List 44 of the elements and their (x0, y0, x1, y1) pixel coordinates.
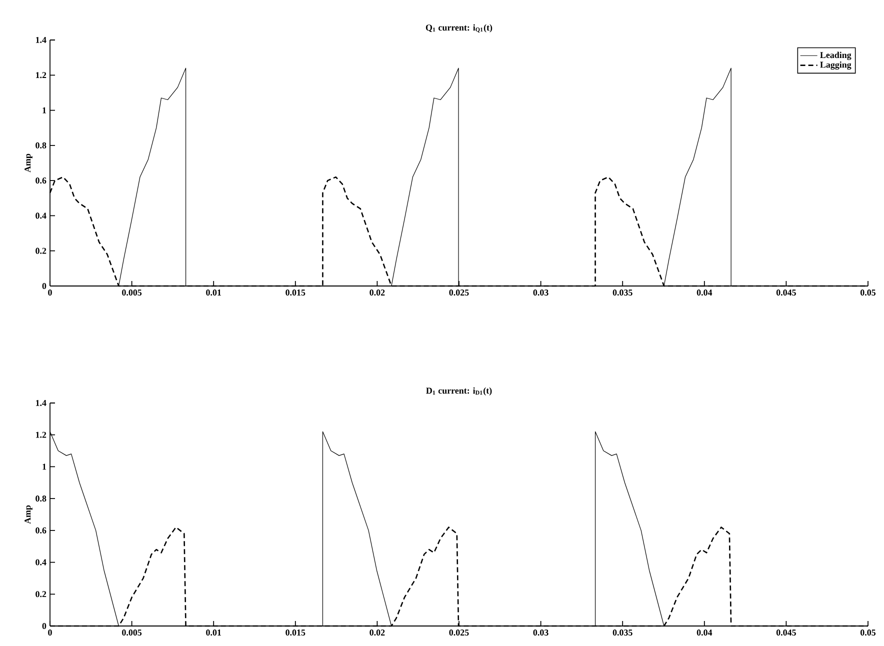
x-tick-label: 0.045 (776, 290, 796, 296)
y-tick-label: 1 (42, 464, 46, 470)
x-tick-label: 0.03 (533, 290, 548, 296)
x-tick-label: 0.02 (370, 630, 385, 636)
y-tick-label: 1.2 (36, 72, 46, 78)
legend-label: Leading (820, 52, 852, 60)
y-tick-label: 0.8 (36, 496, 46, 502)
x-tick-label: 0.035 (612, 290, 632, 296)
y-tick-label: 1 (42, 107, 46, 114)
chart-title: D$_{1}$ current: i$_{D1}$(t) (426, 387, 492, 396)
y-tick-label: 1.2 (36, 432, 46, 438)
x-tick-label: 0.04 (696, 290, 712, 296)
x-tick-label: 0.005 (122, 290, 142, 296)
x-tick-label: 0.005 (122, 630, 142, 636)
x-tick-label: 0.04 (696, 630, 712, 636)
y-tick-label: 0.4 (36, 559, 46, 566)
chart-title: Q$_{1}$ current: i$_{Q1}$(t) (426, 24, 492, 32)
x-tick-label: 0.01 (206, 290, 221, 296)
x-tick-label: 0.025 (449, 290, 469, 296)
y-tick-label: 0.8 (36, 142, 46, 148)
y-tick-label: 0 (42, 622, 46, 630)
x-tick-label: 0.05 (860, 290, 876, 296)
y-axis-title: Amp (24, 154, 32, 172)
x-tick-label: 0.045 (776, 630, 796, 636)
x-tick-label: 0 (48, 290, 52, 296)
y-tick-label: 1.4 (36, 400, 46, 406)
x-tick-label: 0 (48, 630, 52, 636)
y-tick-label: 0.2 (36, 591, 46, 598)
y-axis-title: Amp (24, 505, 32, 524)
legend-label: Lagging (820, 61, 852, 70)
y-tick-label: 0 (42, 282, 46, 290)
y-tick-label: 0.6 (36, 178, 46, 184)
x-tick-label: 0.03 (533, 630, 548, 636)
x-tick-label: 0.02 (370, 290, 385, 296)
x-tick-label: 0.015 (286, 630, 306, 636)
x-tick-label: 0.05 (860, 630, 876, 636)
y-tick-label: 0.6 (36, 527, 46, 534)
x-tick-label: 0.035 (612, 630, 632, 636)
y-tick-label: 0.4 (36, 212, 46, 219)
x-tick-label: 0.01 (206, 630, 221, 636)
y-tick-label: 0.2 (36, 248, 46, 254)
y-tick-label: 1.4 (36, 36, 46, 44)
x-tick-label: 0.025 (449, 630, 469, 636)
x-tick-label: 0.015 (286, 290, 306, 296)
